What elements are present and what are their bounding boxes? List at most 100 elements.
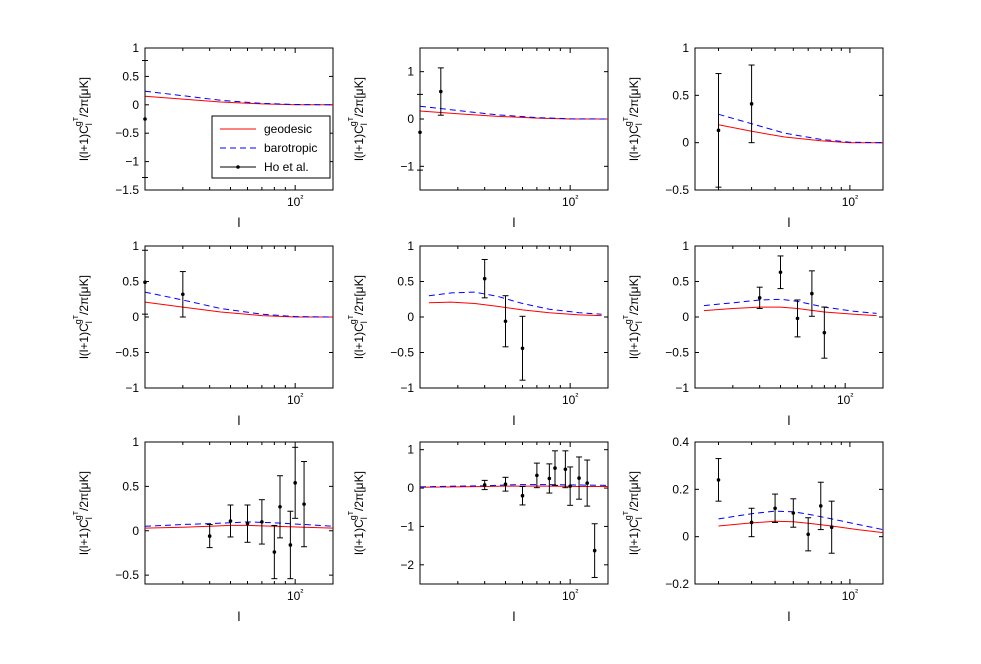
data-point (716, 128, 721, 133)
y-tick-label: 1 (407, 239, 414, 253)
y-tick-label: 0 (682, 136, 689, 150)
y-tick-label: −1 (400, 381, 414, 395)
chart-panel-r2c3: −1 −0.5 0 0.5 1 10² l l(l+1)ClgT/2π[μK] (623, 239, 884, 428)
y-axis-label: l(l+1)ClgT/2π[μK] (348, 275, 369, 359)
data-point (716, 478, 721, 482)
chart-panel-r1c3: −0.5 0 0.5 1 10² l l(l+1)ClgT/2π[μK] (623, 41, 884, 230)
data-point (228, 519, 233, 523)
legend-box (211, 115, 331, 179)
data-point (482, 276, 487, 281)
y-tick-label: −0.5 (115, 568, 139, 582)
chart-panel-r3c2: −2 −1 0 1 10² l l(l+1)ClgT/2π[μK] (348, 441, 609, 624)
data-point (482, 483, 487, 487)
legend-label: geodesic (264, 122, 312, 136)
y-tick-label: 0.5 (397, 275, 414, 289)
series-line-barotropic (718, 113, 884, 144)
series-line-barotropic (428, 291, 602, 315)
series-line-barotropic (144, 90, 334, 106)
x-tick-label: 10² (287, 193, 303, 209)
data-point (293, 481, 297, 485)
series-line-geodesic (718, 520, 884, 534)
x-tick-label: 10² (837, 391, 853, 407)
data-point (143, 280, 147, 285)
axes-box (144, 441, 334, 585)
y-axis-label: l(l+1)ClgT/2π[μK] (623, 275, 644, 359)
series-line-geodesic (144, 301, 333, 318)
series-line-barotropic (718, 510, 884, 531)
data-point (818, 504, 823, 508)
y-tick-label: 0 (132, 98, 139, 112)
y-tick-label: 0 (132, 524, 139, 538)
y-tick-label: 0 (407, 112, 414, 126)
x-axis-label: l (788, 215, 791, 230)
data-point (260, 520, 264, 524)
y-tick-label: −0.5 (665, 346, 689, 360)
x-axis-label: l (238, 609, 241, 624)
y-tick-label: −1.5 (115, 183, 139, 197)
series-line-barotropic (703, 298, 877, 314)
x-tick-label: 10² (842, 193, 858, 209)
data-point (568, 484, 572, 488)
x-tick-label: 10² (842, 587, 858, 603)
y-tick-label: 0.5 (672, 275, 689, 289)
data-point (503, 319, 508, 324)
series-line-barotropic (144, 521, 334, 527)
series-line-geodesic (144, 524, 334, 529)
y-tick-label: 1 (682, 239, 689, 253)
chart-panel-r3c1: −0.5 0 0.5 1 10² l l(l+1)ClgT/2π[μK] (73, 435, 334, 624)
series-line-geodesic (419, 485, 608, 488)
chart-panel-r3c3: −0.2 0 0.2 0.4 10² l l(l+1)ClgT/2π[μK] (623, 435, 884, 624)
y-tick-label: 1 (407, 65, 414, 79)
legend-label: barotropic (264, 141, 317, 155)
data-point (806, 532, 810, 537)
y-tick-label: 0.4 (672, 435, 689, 449)
legend-label: Ho et al. (264, 160, 309, 174)
y-tick-label: 0.5 (122, 479, 139, 493)
x-axis-label: l (513, 215, 516, 230)
data-point (822, 330, 827, 335)
data-point (520, 346, 525, 351)
y-tick-label: 0 (132, 310, 139, 324)
y-tick-label: −1 (125, 381, 139, 395)
x-axis-label: l (788, 413, 791, 428)
data-point (547, 476, 552, 481)
y-tick-label: 0.5 (672, 88, 689, 102)
chart-panel-r2c2: −1 −0.5 0 0.5 1 10² l l(l+1)ClgT/2π[μK] (348, 239, 609, 428)
y-tick-label: −1 (400, 159, 414, 173)
data-point (749, 102, 754, 106)
series-line-geodesic (419, 110, 608, 120)
x-tick-label: 10² (562, 193, 578, 209)
chart-panel-r1c2: −1 0 1 10² l l(l+1)ClgT/2π[μK] (348, 47, 609, 230)
y-tick-label: −2 (400, 558, 414, 572)
legend: geodesic barotropic Ho et al. (211, 115, 331, 179)
legend-marker (236, 165, 240, 169)
y-axis-label: l(l+1)ClgT/2π[μK] (348, 471, 369, 555)
y-tick-label: −0.5 (115, 346, 139, 360)
x-axis-label: l (513, 609, 516, 624)
data-point (288, 543, 293, 547)
data-point (585, 481, 589, 485)
y-tick-label: −1 (400, 519, 414, 533)
y-tick-label: 0 (682, 530, 689, 544)
y-axis-label: l(l+1)ClgT/2π[μK] (73, 471, 94, 555)
data-point (278, 504, 282, 509)
data-point (810, 291, 814, 296)
y-tick-label: 1 (407, 443, 414, 457)
data-point (535, 473, 539, 478)
x-tick-label: 10² (562, 587, 578, 603)
data-point (207, 534, 212, 538)
y-axis-label: l(l+1)ClgT/2π[μK] (623, 471, 644, 555)
data-point (749, 520, 754, 525)
y-axis-label: l(l+1)ClgT/2π[μK] (348, 77, 369, 161)
series-line-barotropic (144, 291, 334, 318)
y-tick-label: −1 (675, 381, 689, 395)
data-point (773, 506, 777, 511)
data-point (778, 270, 783, 275)
axes-box (694, 245, 884, 389)
data-point (418, 130, 422, 135)
data-point (563, 467, 568, 472)
y-tick-label: 1 (132, 239, 139, 253)
data-point (520, 493, 525, 498)
y-tick-label: −1 (125, 155, 139, 169)
